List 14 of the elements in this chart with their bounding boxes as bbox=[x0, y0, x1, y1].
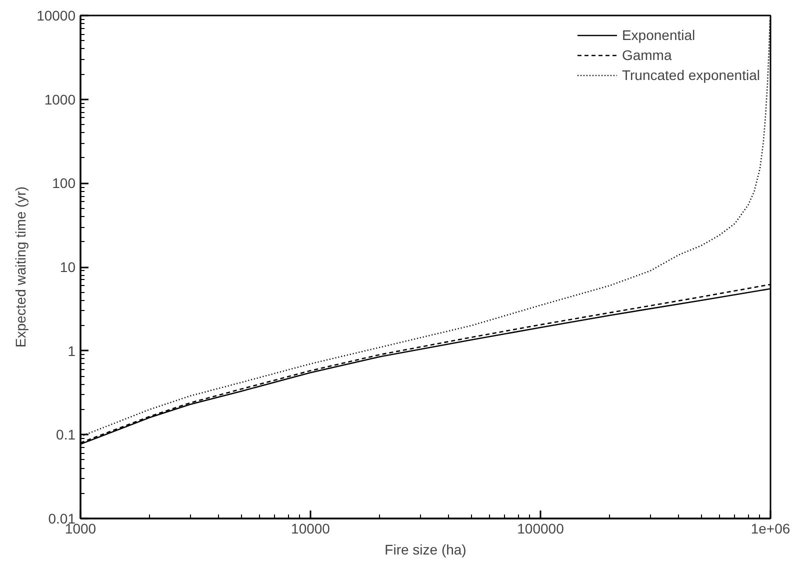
y-tick-label: 10000 bbox=[36, 8, 76, 24]
legend-label: Exponential bbox=[622, 27, 696, 43]
x-tick-label: 10000 bbox=[291, 520, 330, 536]
y-axis-title: Expected waiting time (yr) bbox=[12, 186, 29, 348]
x-tick-label: 1e+06 bbox=[750, 520, 790, 536]
y-tick-label: 1000 bbox=[44, 91, 76, 108]
legend-label: Gamma bbox=[622, 47, 672, 63]
y-tick-label: 0.1 bbox=[56, 426, 76, 443]
x-tick-label: 100000 bbox=[517, 520, 564, 536]
y-tick-label: 1 bbox=[68, 342, 76, 359]
legend-label: Truncated exponential bbox=[622, 67, 760, 83]
x-axis-title: Fire size (ha) bbox=[384, 542, 466, 558]
y-tick-label: 10 bbox=[60, 259, 76, 275]
y-tick-label: 100 bbox=[52, 175, 76, 192]
